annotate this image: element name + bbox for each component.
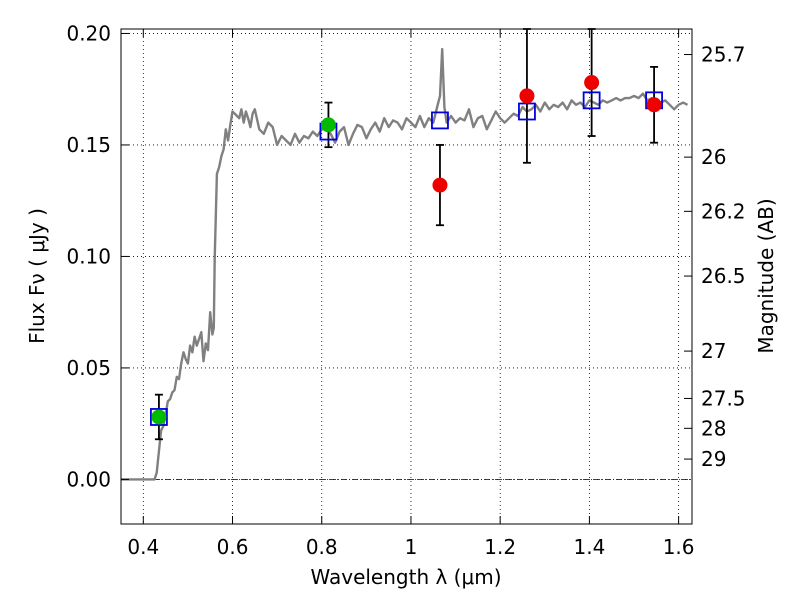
y2-tick-label: 26 [701,145,726,169]
observed-flux-point [646,97,662,113]
x-tick-label: 1.6 [663,535,695,559]
y2-axis-ticks: 25.7 26 26.2 26.5 27 27.5 28 29 [684,43,746,471]
y-tick-label: 0.20 [66,21,111,45]
y2-tick-label: 27.5 [701,386,746,410]
observed-flux-point [519,88,535,104]
x-axis-title: Wavelength λ (μm) [310,565,501,589]
model-photometry-box [431,111,449,130]
observed-flux-point [320,117,336,133]
x-tick-label: 0.8 [306,535,338,559]
model-photometry-box [150,408,168,426]
observed-flux-point [584,75,600,91]
y-tick-label: 0.15 [66,133,111,157]
y2-tick-label: 27 [701,339,726,363]
x-tick-label: 1.2 [484,535,516,559]
y-tick-label: 0.05 [66,356,111,380]
y-tick-label: 0.10 [66,244,111,268]
grid-lines [121,29,692,524]
y2-tick-label: 25.7 [701,43,746,67]
model-spectrum-line [121,47,689,481]
y-axis-ticks: 0.00 0.05 0.10 0.15 0.20 [66,21,129,491]
y2-tick-label: 26.5 [701,264,746,288]
y2-tick-label: 26.2 [701,199,746,223]
observed-flux-point [151,409,167,425]
model-photometry-box [582,91,601,110]
plot-marks [121,28,689,481]
x-axis-ticks: 0.4 0.6 0.8 1 1.2 1.4 1.6 [127,29,695,559]
y2-tick-label: 29 [701,447,726,471]
observed-flux-point [432,177,448,193]
x-tick-label: 0.6 [217,535,249,559]
x-tick-label: 1.4 [573,535,605,559]
x-tick-label: 1 [405,535,418,559]
y2-tick-label: 28 [701,416,726,440]
y-tick-label: 0.00 [66,467,111,491]
y-axis-title: Flux Fν ( μJy ) [25,208,49,344]
model-photometry-box [518,102,536,121]
x-tick-label: 0.4 [127,535,159,559]
y2-axis-title: Magnitude (AB) [754,198,778,353]
